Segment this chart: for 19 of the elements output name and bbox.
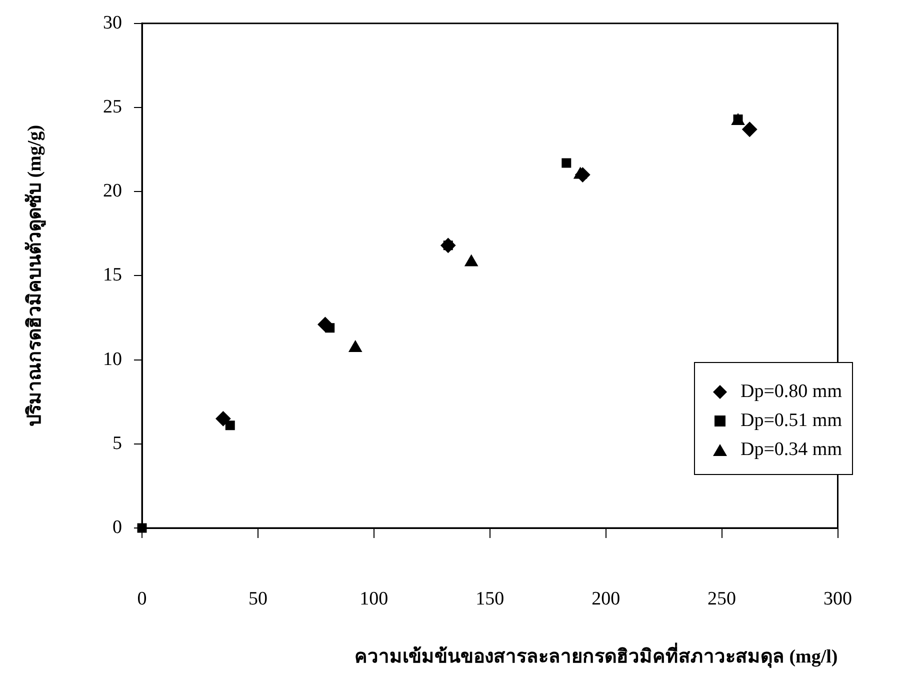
y-tick-label: 5 bbox=[112, 432, 122, 454]
legend-label: Dp=0.51 mm bbox=[740, 410, 842, 432]
legend-label: Dp=0.80 mm bbox=[740, 380, 842, 402]
x-axis-title: ความเข้มข้นของสารละลายกรดฮิวมิคที่สภาวะสมดุล (mg/l) bbox=[354, 642, 838, 669]
y-tick-label: 0 bbox=[112, 516, 122, 538]
y-tick-label: 25 bbox=[103, 96, 122, 118]
y-tick-label: 15 bbox=[103, 264, 122, 286]
y-axis-title: ปริมาณกรดฮิวมิคบนตัวดูดซับ (mg/g) bbox=[24, 124, 46, 426]
x-tick-label: 200 bbox=[592, 588, 620, 610]
x-tick-label: 300 bbox=[824, 588, 852, 610]
x-tick-label: 250 bbox=[708, 588, 736, 610]
x-tick-label: 150 bbox=[476, 588, 504, 610]
y-tick-label: 10 bbox=[103, 348, 122, 370]
y-tick-label: 30 bbox=[103, 12, 122, 34]
x-tick-label: 100 bbox=[360, 588, 388, 610]
y-tick-label: 20 bbox=[103, 180, 122, 202]
x-tick-label: 50 bbox=[248, 588, 268, 610]
x-tick-label: 0 bbox=[137, 588, 147, 610]
legend-label: Dp=0.34 mm bbox=[740, 438, 842, 460]
